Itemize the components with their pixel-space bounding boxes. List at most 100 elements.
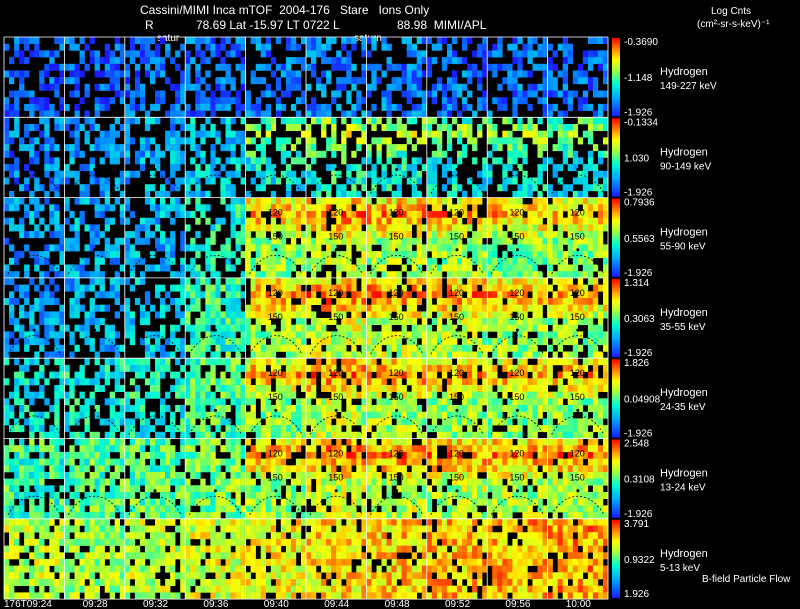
heatmap-cell <box>44 458 50 466</box>
heatmap-cell <box>99 418 105 426</box>
heatmap-cell <box>356 371 362 379</box>
heatmap-cell <box>497 277 503 285</box>
heatmap-cell <box>260 204 266 212</box>
heatmap-cell <box>99 157 105 165</box>
heatmap-cell <box>290 57 297 65</box>
heatmap-cell <box>542 358 548 366</box>
heatmap-cell <box>411 164 417 172</box>
heatmap-cell <box>426 124 433 131</box>
heatmap-cell <box>572 217 579 225</box>
heatmap-cell <box>210 130 216 138</box>
heatmap-cell <box>129 324 136 332</box>
heatmap-cell <box>321 130 327 138</box>
heatmap-cell <box>285 418 292 426</box>
heatmap-cell <box>170 244 176 252</box>
heatmap-cell <box>44 291 50 299</box>
heatmap-cell <box>477 291 483 299</box>
heatmap-cell <box>527 124 533 131</box>
heatmap-cell <box>175 298 181 305</box>
heatmap-cell <box>280 398 287 406</box>
heatmap-cell <box>562 190 568 198</box>
heatmap-cell <box>452 425 458 433</box>
heatmap-cell <box>436 231 443 239</box>
heatmap-cell <box>39 117 45 125</box>
heatmap-cell <box>446 338 453 346</box>
heatmap-cell <box>603 57 609 65</box>
heatmap-cell <box>336 103 342 111</box>
heatmap-cell <box>371 204 377 212</box>
heatmap-cell <box>150 264 156 272</box>
heatmap-cell <box>114 70 120 78</box>
heatmap-cell <box>124 257 131 265</box>
heatmap-cell <box>109 150 115 158</box>
heatmap-cell <box>522 371 528 379</box>
heatmap-cell <box>592 164 599 172</box>
heatmap-cell <box>557 110 563 118</box>
heatmap-cell <box>371 237 377 245</box>
heatmap-cell <box>290 83 297 91</box>
heatmap-cell <box>482 411 488 419</box>
heatmap-cell <box>336 144 342 152</box>
heatmap-cell <box>542 144 548 152</box>
heatmap-cell <box>311 37 317 44</box>
heatmap-cell <box>547 257 553 265</box>
heatmap-cell <box>4 237 10 245</box>
heatmap-cell <box>592 231 599 239</box>
heatmap-cell <box>421 257 428 265</box>
heatmap-cell <box>597 398 604 406</box>
heatmap-cell <box>577 190 584 198</box>
heatmap-cell <box>129 338 136 346</box>
heatmap-cell <box>507 364 513 372</box>
heatmap-cell <box>542 157 548 165</box>
heatmap-cell <box>381 304 387 312</box>
heatmap-cell <box>371 411 377 419</box>
heatmap-cell <box>431 277 438 285</box>
heatmap-cell <box>603 177 609 185</box>
heatmap-cell <box>14 110 20 118</box>
heatmap-cell <box>9 505 15 513</box>
heatmap-cell <box>587 184 594 192</box>
heatmap-cell <box>381 378 387 386</box>
heatmap-cell <box>431 211 438 218</box>
heatmap-cell <box>537 63 543 71</box>
heatmap-cell <box>567 364 573 372</box>
heatmap-cell <box>225 117 231 125</box>
heatmap-cell <box>260 170 266 178</box>
heatmap-cell <box>492 311 498 319</box>
heatmap-cell <box>255 97 261 105</box>
heatmap-cell <box>436 311 443 319</box>
heatmap-cell <box>180 157 186 165</box>
heatmap-cell <box>446 311 453 319</box>
heatmap-cell <box>54 411 60 419</box>
heatmap-cell <box>326 351 332 359</box>
heatmap-cell <box>467 117 473 125</box>
heatmap-cell <box>411 324 417 332</box>
heatmap-cell <box>265 425 271 433</box>
heatmap-cell <box>567 351 573 359</box>
heatmap-cell <box>557 197 563 205</box>
heatmap-cell <box>311 150 317 158</box>
heatmap-cell <box>416 411 422 419</box>
heatmap-cell <box>29 137 35 145</box>
heatmap-cell <box>436 385 443 392</box>
heatmap-cell <box>597 57 604 65</box>
heatmap-cell <box>54 271 60 279</box>
heatmap-cell <box>376 177 382 185</box>
heatmap-cell <box>220 284 226 292</box>
heatmap-cell <box>482 425 488 433</box>
heatmap-cell <box>391 411 397 419</box>
heatmap-cell <box>482 90 488 98</box>
heatmap-cell <box>532 411 538 419</box>
heatmap-cell <box>537 97 543 105</box>
heatmap-cell <box>210 257 216 265</box>
heatmap-cell <box>391 304 397 312</box>
heatmap-cell <box>416 103 422 111</box>
heatmap-cell <box>582 217 589 225</box>
heatmap-cell <box>240 291 246 299</box>
heatmap-cell <box>185 324 191 332</box>
heatmap-cell <box>452 224 458 232</box>
heatmap-cell <box>587 50 594 58</box>
heatmap-cell <box>527 251 533 259</box>
heatmap-cell <box>306 237 312 245</box>
heatmap-cell <box>552 190 558 198</box>
